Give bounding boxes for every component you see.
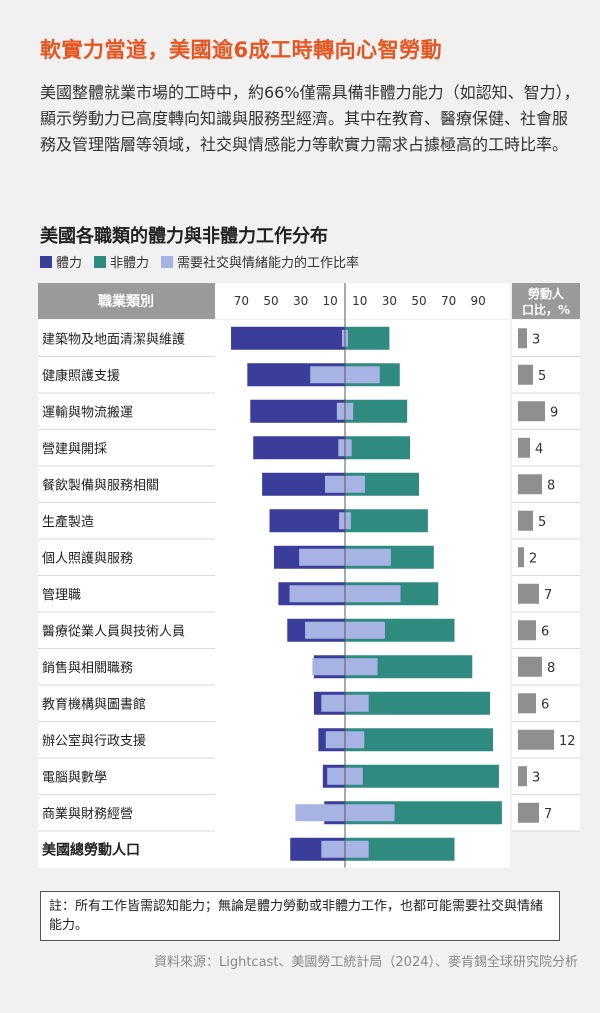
tick-left: 10 [323, 294, 338, 308]
header-share-bg [512, 283, 580, 319]
category-label: 商業與財務經營 [42, 806, 133, 822]
tick-left: 70 [234, 294, 249, 308]
tick-right: 30 [382, 294, 397, 308]
bar-labor-share [518, 583, 539, 604]
tick-left: 30 [293, 294, 308, 308]
bar-physical [253, 436, 345, 460]
labor-share-label: 12 [559, 734, 576, 749]
bar-labor-share [518, 802, 539, 823]
category-label: 健康照護支援 [42, 368, 120, 384]
category-label: 銷售與相關職務 [42, 660, 133, 676]
labor-share-label: 3 [532, 770, 540, 785]
bar-labor-share [518, 510, 533, 531]
bar-physical [231, 326, 345, 350]
labor-share-label: 9 [550, 405, 558, 420]
category-label: 生產製造 [42, 514, 94, 530]
bar-non-physical [345, 399, 408, 423]
category-label: 運輸與物流搬運 [42, 405, 133, 420]
labor-share-label: 5 [538, 515, 546, 530]
legend-item-social: 需要社交與情緒能力的工作比率 [161, 252, 359, 271]
header-share-label-line1: 勞動人 [528, 286, 565, 301]
category-column-bg [38, 320, 215, 868]
header-category-bg [38, 283, 215, 319]
bar-non-physical [345, 509, 428, 533]
bar-physical [269, 509, 345, 533]
bar-physical [250, 399, 345, 423]
labor-share-label: 3 [532, 332, 540, 347]
category-label: 教育機構與圖書館 [42, 696, 146, 712]
labor-share-label: 7 [544, 807, 552, 822]
bar-labor-share [518, 620, 536, 641]
bar-labor-share [518, 437, 530, 458]
labor-share-label: 7 [544, 588, 552, 603]
bar-labor-share [518, 401, 545, 422]
category-label: 電腦與數學 [42, 770, 107, 785]
labor-share-label: 6 [541, 624, 549, 639]
bar-labor-share [518, 729, 554, 750]
category-label: 美國總勞動人口 [42, 841, 140, 858]
tick-right: 10 [352, 294, 367, 308]
legend-label-non-physical: 非體力 [110, 256, 150, 271]
bar-labor-share [518, 547, 524, 568]
legend-item-non-physical: 非體力 [94, 252, 149, 271]
bar-non-physical [345, 837, 455, 861]
category-label: 餐飲製備與服務相關 [42, 477, 159, 493]
legend-swatch-physical [40, 255, 52, 268]
headline: 軟實力當道，美國逾6成工時轉向心智勞動 [40, 38, 443, 62]
tick-right: 70 [441, 294, 456, 308]
legend-swatch-social [161, 255, 174, 268]
bar-labor-share [518, 693, 536, 714]
bar-labor-share [518, 474, 542, 495]
header-share-label-line2: 口比，% [522, 302, 570, 317]
legend-label-social: 需要社交與情緒能力的工作比率 [177, 256, 360, 271]
bar-non-physical [345, 728, 493, 752]
labor-share-label: 8 [547, 478, 555, 493]
bar-labor-share [518, 364, 533, 385]
legend-label-physical: 體力 [56, 256, 83, 271]
bar-labor-share [518, 766, 527, 787]
category-label: 醫療從業人員與技術人員 [42, 623, 185, 639]
legend: 體力 非體力 需要社交與情緒能力的工作比率 [40, 252, 371, 271]
category-label: 建築物及地面清潔與維護 [42, 331, 185, 347]
header-axis-bg [215, 283, 510, 319]
category-label: 營建與開採 [42, 442, 107, 457]
bar-labor-share [518, 328, 527, 349]
labor-share-label: 6 [541, 697, 549, 712]
bar-non-physical [345, 691, 491, 715]
category-label: 辦公室與行政支援 [42, 733, 146, 749]
bar-labor-share [518, 656, 542, 677]
category-label: 個人照護與服務 [42, 550, 133, 566]
tick-right: 90 [471, 294, 486, 308]
legend-swatch-non-physical [94, 255, 107, 268]
legend-item-physical: 體力 [40, 252, 82, 271]
labor-share-label: 2 [529, 551, 537, 566]
tick-left: 50 [263, 294, 278, 308]
labor-share-label: 5 [538, 369, 546, 384]
chart-title: 美國各職類的體力與非體力工作分布 [40, 226, 328, 247]
labor-share-label: 4 [535, 442, 543, 457]
intro-paragraph: 美國整體就業市場的工時中，約66%僅需具備非體力能力（如認知、智力），顯示勞動力… [40, 83, 580, 154]
bar-non-physical [345, 436, 411, 460]
source-credit: 資料來源：Lightcast、美國勞工統計局（2024）、麥肯錫全球研究院分析 [153, 955, 578, 970]
bar-non-physical [345, 326, 390, 350]
footnote: 註：所有工作皆需認知能力；無論是體力勞動或非體力工作，也都可能需要社交與情緒能力… [40, 891, 560, 941]
labor-share-label: 8 [547, 661, 555, 676]
tick-right: 50 [411, 294, 426, 308]
category-label: 管理職 [42, 588, 81, 603]
bar-physical [262, 472, 345, 496]
header-category-label: 職業類別 [98, 293, 154, 310]
bar-non-physical [345, 764, 499, 788]
